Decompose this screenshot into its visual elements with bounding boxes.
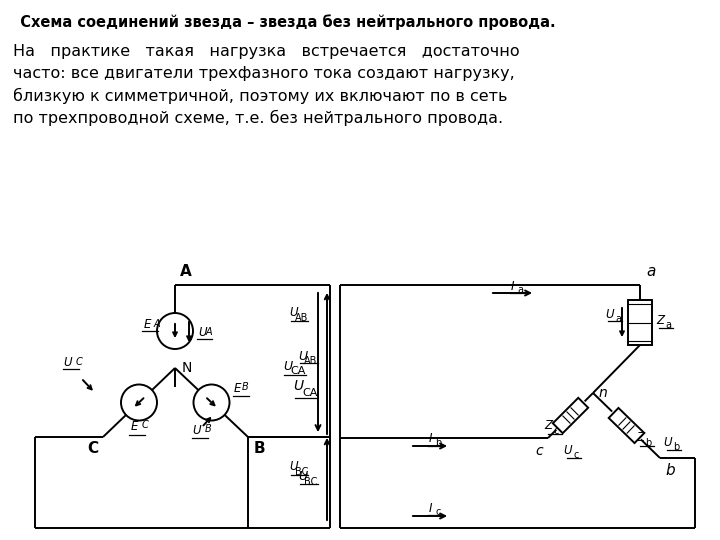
Text: U: U bbox=[664, 436, 672, 449]
Text: U: U bbox=[284, 360, 292, 373]
Text: U: U bbox=[63, 356, 72, 369]
Text: A: A bbox=[180, 264, 192, 279]
Text: Схема соединений звезда – звезда без нейтрального провода.: Схема соединений звезда – звезда без ней… bbox=[10, 14, 556, 30]
Text: c: c bbox=[436, 507, 441, 517]
Text: a: a bbox=[517, 285, 523, 295]
Text: C: C bbox=[87, 441, 98, 456]
Text: близкую к симметричной, поэтому их включают по в сеть: близкую к симметричной, поэтому их включ… bbox=[13, 88, 508, 104]
Circle shape bbox=[121, 384, 157, 421]
Text: U: U bbox=[298, 470, 307, 483]
Text: Z: Z bbox=[544, 419, 552, 432]
Text: U: U bbox=[192, 424, 201, 437]
Text: A: A bbox=[206, 327, 212, 337]
Text: U: U bbox=[298, 349, 307, 362]
Text: BC: BC bbox=[305, 477, 318, 487]
Text: AB: AB bbox=[295, 313, 309, 323]
Text: B: B bbox=[241, 382, 248, 393]
Text: N: N bbox=[182, 361, 192, 375]
Text: E: E bbox=[233, 382, 241, 395]
Text: AB: AB bbox=[305, 356, 318, 366]
Text: B: B bbox=[254, 441, 266, 456]
Text: n: n bbox=[599, 386, 608, 400]
Text: CA: CA bbox=[290, 366, 306, 376]
Text: A: A bbox=[154, 319, 161, 329]
Text: по трехпроводной схеме, т.е. без нейтрального провода.: по трехпроводной схеме, т.е. без нейтрал… bbox=[13, 110, 503, 126]
Text: I: I bbox=[428, 433, 432, 446]
Text: U: U bbox=[198, 327, 207, 340]
Text: часто: все двигатели трехфазного тока создают нагрузку,: часто: все двигатели трехфазного тока со… bbox=[13, 66, 515, 81]
Text: c: c bbox=[554, 426, 559, 435]
Text: BC: BC bbox=[295, 467, 309, 477]
Text: U: U bbox=[606, 308, 614, 321]
Text: a: a bbox=[615, 314, 621, 324]
Text: Z: Z bbox=[636, 431, 644, 444]
Text: U: U bbox=[289, 307, 298, 320]
Text: U: U bbox=[564, 443, 572, 456]
Text: I: I bbox=[510, 280, 514, 293]
Text: a: a bbox=[646, 264, 655, 279]
Text: b: b bbox=[645, 437, 652, 448]
Text: B: B bbox=[204, 424, 211, 435]
Text: На   практике   такая   нагрузка   встречается   достаточно: На практике такая нагрузка встречается д… bbox=[13, 44, 520, 59]
Text: b: b bbox=[673, 442, 679, 452]
Circle shape bbox=[194, 384, 230, 421]
Text: b: b bbox=[435, 438, 441, 448]
Text: b: b bbox=[665, 463, 675, 478]
Text: c: c bbox=[573, 450, 579, 460]
Text: a: a bbox=[665, 320, 671, 330]
Text: c: c bbox=[536, 444, 543, 458]
Text: U: U bbox=[293, 379, 303, 393]
Text: U: U bbox=[289, 461, 298, 474]
Text: C: C bbox=[142, 421, 149, 430]
Text: E: E bbox=[130, 420, 138, 433]
Circle shape bbox=[157, 313, 193, 349]
Text: C: C bbox=[76, 357, 83, 367]
Text: I: I bbox=[428, 502, 432, 515]
Text: Z: Z bbox=[656, 314, 664, 327]
Text: E: E bbox=[143, 319, 150, 332]
Text: CA: CA bbox=[302, 388, 318, 398]
